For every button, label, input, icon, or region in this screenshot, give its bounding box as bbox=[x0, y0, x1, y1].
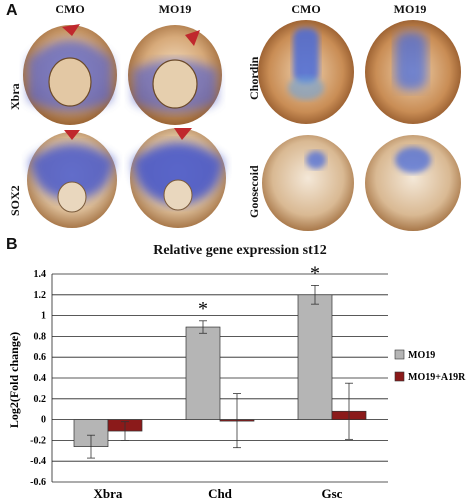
x-axis-labels: Xbra Chd Gsc bbox=[94, 486, 343, 500]
y-tick-label: 1.2 bbox=[34, 290, 47, 301]
embryo-images bbox=[23, 20, 461, 231]
embryo-chordin-cmo bbox=[258, 20, 354, 124]
y-axis-ticks: 1.4 1.2 1 0.8 0.6 0.4 0.2 0 -0.2 -0.4 -0.6 bbox=[30, 269, 46, 488]
embryo-sox2-mo19 bbox=[130, 128, 226, 228]
x-tick-label: Xbra bbox=[94, 486, 123, 500]
column-label-mo19-right: MO19 bbox=[393, 2, 427, 16]
legend-label: MO19+A19R bbox=[408, 372, 466, 383]
chart-bars: ** bbox=[73, 262, 367, 459]
y-tick-label: 0.4 bbox=[34, 373, 47, 384]
x-tick-label: Chd bbox=[208, 486, 233, 500]
y-axis-label: Log2(Fold change) bbox=[7, 332, 21, 428]
embryo-xbra-mo19 bbox=[128, 25, 222, 125]
y-tick-label: 0 bbox=[41, 415, 46, 426]
y-tick-label: 1 bbox=[41, 311, 46, 322]
column-label-mo19-left: MO19 bbox=[158, 2, 192, 16]
x-tick-label: Gsc bbox=[322, 486, 343, 500]
bar-chart: 1.41.210.80.60.40.20-0.2-0.4-0.6 ** Xbra… bbox=[7, 262, 466, 500]
y-tick-label: 0.6 bbox=[34, 352, 47, 363]
column-label-cmo-right: CMO bbox=[291, 2, 321, 16]
significance-asterisk: * bbox=[198, 298, 208, 320]
significance-asterisk: * bbox=[310, 262, 320, 284]
embryo-goosecoid-cmo bbox=[262, 135, 354, 231]
legend-swatch bbox=[394, 349, 405, 360]
legend-swatch bbox=[394, 371, 405, 382]
chart-legend: MO19 MO19+A19R bbox=[394, 349, 466, 383]
legend-label: MO19 bbox=[408, 350, 435, 361]
y-tick-label: 0.2 bbox=[34, 394, 47, 405]
bar-mo19-gsc bbox=[297, 294, 333, 420]
panel-b-letter: B bbox=[6, 236, 18, 253]
y-tick-label: -0.6 bbox=[30, 477, 46, 488]
column-label-cmo-left: CMO bbox=[55, 2, 85, 16]
embryo-xbra-cmo bbox=[23, 24, 117, 125]
y-tick-label: 0.8 bbox=[34, 331, 47, 342]
embryo-chordin-mo19 bbox=[365, 20, 461, 124]
embryo-goosecoid-mo19 bbox=[365, 135, 461, 231]
y-tick-label: 1.4 bbox=[34, 269, 47, 280]
y-tick-label: -0.4 bbox=[30, 456, 46, 467]
bar-mo19-chd bbox=[185, 326, 221, 420]
y-tick-label: -0.2 bbox=[30, 435, 46, 446]
chart-title: Relative gene expression st12 bbox=[153, 243, 327, 258]
panel-a-letter: A bbox=[6, 2, 18, 19]
embryo-sox2-cmo bbox=[27, 130, 117, 228]
